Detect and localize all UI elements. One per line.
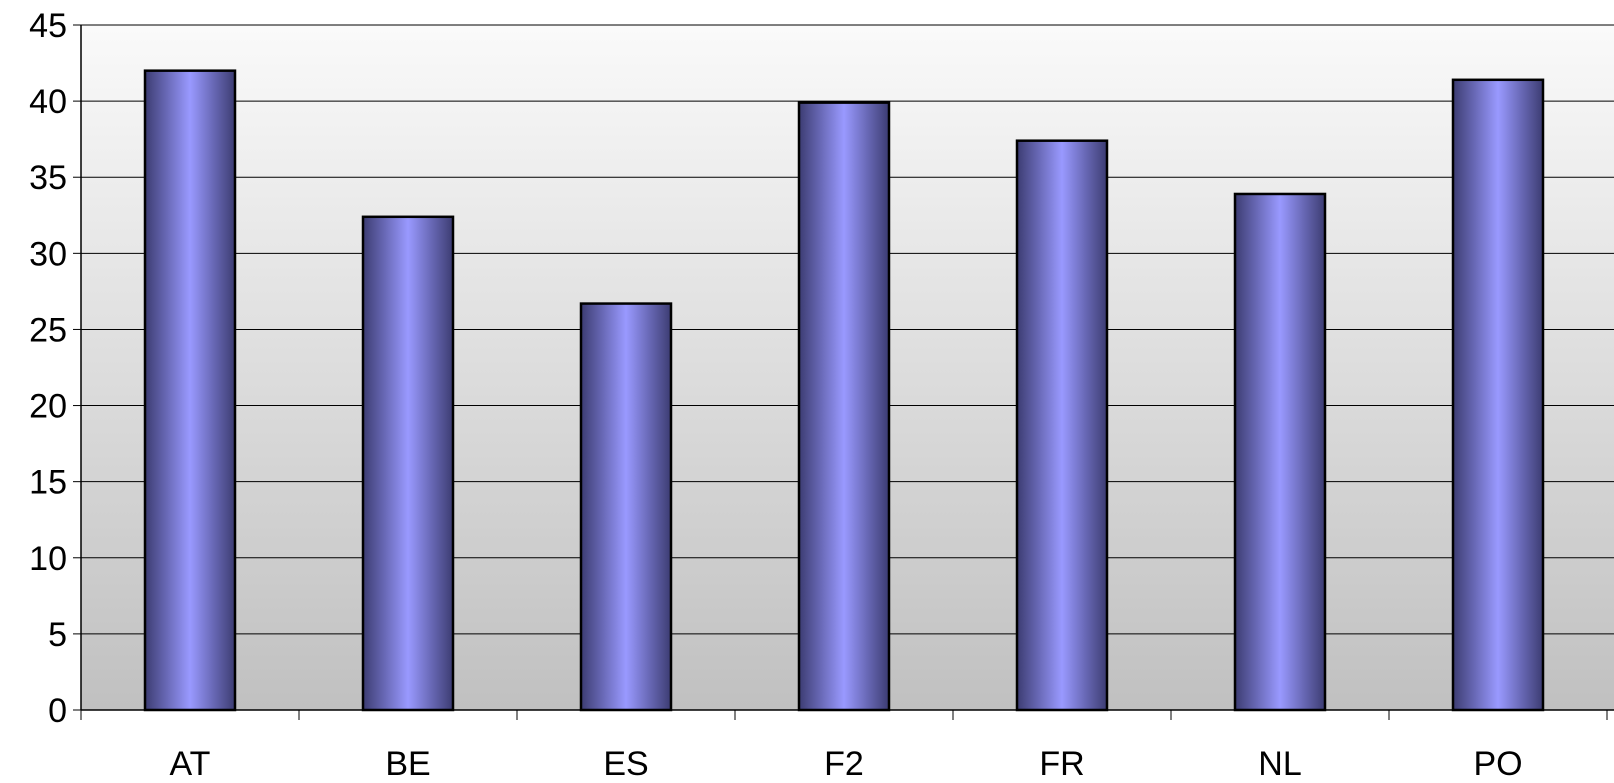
y-tick-label: 10 — [29, 540, 67, 578]
y-tick-label: 35 — [29, 159, 67, 197]
bar-at — [143, 69, 237, 712]
y-tick-label: 0 — [48, 692, 67, 730]
bar-be — [361, 215, 455, 712]
y-tick-label: 45 — [29, 7, 67, 45]
bar-po — [1451, 78, 1545, 712]
bar-f2 — [797, 101, 891, 712]
y-tick-label: 20 — [29, 388, 67, 426]
y-tick-label: 30 — [29, 235, 67, 273]
x-tick-label: NL — [1258, 745, 1301, 783]
bars — [143, 69, 1545, 712]
x-tick-label: BE — [385, 745, 430, 783]
x-tick-labels: AT BE ES F2 FR NL PO — [170, 745, 1523, 783]
x-tick-label: PO — [1473, 745, 1522, 783]
bar-es — [579, 302, 673, 712]
y-tick-label: 5 — [48, 616, 67, 654]
x-tick-label: AT — [170, 745, 211, 783]
y-tick-label: 25 — [29, 311, 67, 349]
y-tick-labels: 0 5 10 15 20 25 30 35 40 45 — [29, 7, 67, 730]
bar-nl — [1233, 192, 1327, 712]
x-tick-label: F2 — [824, 745, 864, 783]
axes — [73, 24, 1614, 720]
bar-fr — [1015, 139, 1109, 712]
y-tick-label: 40 — [29, 83, 67, 121]
y-tick-label: 15 — [29, 464, 67, 502]
x-tick-label: ES — [603, 745, 648, 783]
x-tick-label: FR — [1039, 745, 1084, 783]
